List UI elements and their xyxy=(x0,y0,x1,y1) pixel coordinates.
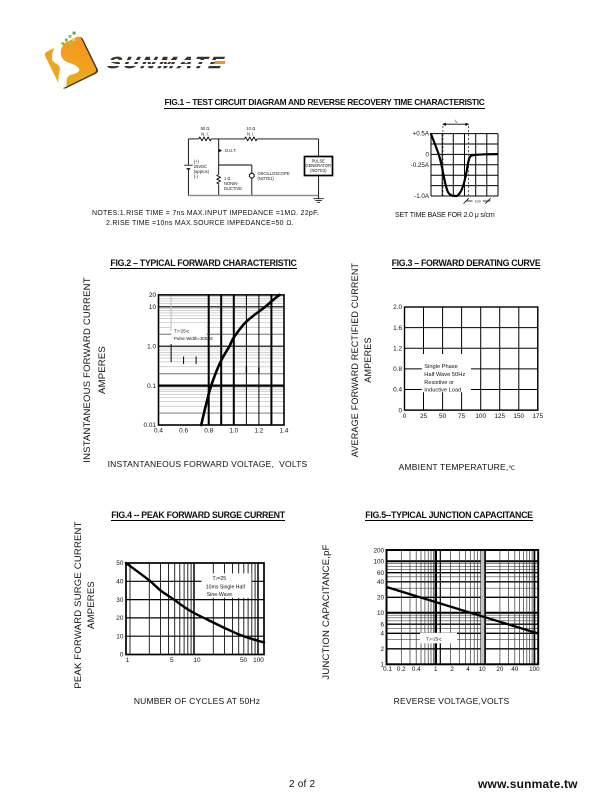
svg-text:0: 0 xyxy=(426,152,430,159)
svg-text:(approx): (approx) xyxy=(194,169,210,174)
svg-text:200: 200 xyxy=(373,548,384,555)
svg-text:125: 125 xyxy=(494,413,505,420)
svg-text:0: 0 xyxy=(398,407,402,414)
svg-text:DUCTIVE: DUCTIVE xyxy=(224,186,242,191)
svg-text:(-): (-) xyxy=(194,174,199,179)
svg-text:100: 100 xyxy=(253,657,264,664)
svg-text:1cm: 1cm xyxy=(475,200,481,204)
svg-text:(+): (+) xyxy=(194,159,200,164)
svg-text:Resistive or: Resistive or xyxy=(424,380,454,386)
svg-text:0.1: 0.1 xyxy=(147,383,156,390)
svg-text:50 Ω: 50 Ω xyxy=(201,126,210,131)
svg-text:-1.0A: -1.0A xyxy=(414,193,430,200)
svg-text:30: 30 xyxy=(116,597,124,604)
svg-text:60: 60 xyxy=(377,570,385,577)
svg-text:1: 1 xyxy=(126,657,130,664)
svg-text:1: 1 xyxy=(434,666,438,673)
svg-text:Pulse Width=300μS: Pulse Width=300μS xyxy=(174,336,213,341)
svg-text:4: 4 xyxy=(380,631,384,638)
svg-text:0.6: 0.6 xyxy=(179,427,188,434)
svg-text:0.8: 0.8 xyxy=(204,427,213,434)
svg-text:175: 175 xyxy=(532,413,543,420)
svg-text:(NOTE2): (NOTE2) xyxy=(310,168,327,173)
svg-text:25VDC: 25VDC xyxy=(194,164,207,169)
svg-text:150: 150 xyxy=(513,413,524,420)
svg-text:trr: trr xyxy=(455,119,458,124)
svg-text:10: 10 xyxy=(479,666,487,673)
svg-text:75: 75 xyxy=(458,413,466,420)
svg-text:0.8: 0.8 xyxy=(393,366,402,373)
svg-text:NONIN-: NONIN- xyxy=(224,181,239,186)
svg-text:4: 4 xyxy=(466,666,470,673)
svg-text:TJ=25: TJ=25 xyxy=(213,576,227,582)
svg-text:0.4: 0.4 xyxy=(154,427,163,434)
svg-text:0.4: 0.4 xyxy=(412,666,421,673)
svg-text:1.2: 1.2 xyxy=(393,345,402,352)
svg-text:10: 10 xyxy=(149,304,157,311)
svg-text:0: 0 xyxy=(120,652,124,659)
svg-text:1.6: 1.6 xyxy=(393,325,402,332)
svg-text:Sine-Wave: Sine-Wave xyxy=(207,592,232,598)
svg-text:10: 10 xyxy=(116,633,124,640)
svg-text:(NOTE1): (NOTE1) xyxy=(258,176,275,181)
svg-text:100: 100 xyxy=(529,666,540,673)
svg-text:50: 50 xyxy=(116,560,124,567)
svg-text:100: 100 xyxy=(373,559,384,566)
svg-text:TJ=25℃: TJ=25℃ xyxy=(426,636,442,641)
svg-text:N. I.: N. I. xyxy=(247,131,255,136)
svg-text:20: 20 xyxy=(377,595,385,602)
svg-text:10: 10 xyxy=(377,610,385,617)
svg-text:0.1: 0.1 xyxy=(383,666,392,673)
svg-text:GENERATOR: GENERATOR xyxy=(306,163,332,168)
svg-text:1: 1 xyxy=(380,662,384,669)
svg-text:1.0: 1.0 xyxy=(147,343,156,350)
svg-text:25: 25 xyxy=(420,413,428,420)
svg-text:2.0: 2.0 xyxy=(393,304,402,311)
svg-text:PULSE: PULSE xyxy=(312,158,326,163)
svg-text:40: 40 xyxy=(377,579,385,586)
svg-text:+0.5A: +0.5A xyxy=(413,131,430,138)
svg-text:10ms Single Half: 10ms Single Half xyxy=(206,585,246,591)
svg-text:Single Phase: Single Phase xyxy=(424,364,458,370)
svg-text:0.4: 0.4 xyxy=(393,387,402,394)
svg-text:40: 40 xyxy=(116,579,124,586)
svg-text:20: 20 xyxy=(149,292,157,299)
svg-text:20: 20 xyxy=(116,615,124,622)
svg-text:50: 50 xyxy=(240,657,248,664)
svg-text:1.4: 1.4 xyxy=(280,427,289,434)
svg-text:5: 5 xyxy=(170,657,174,664)
svg-text:1.2: 1.2 xyxy=(254,427,263,434)
svg-text:0.01: 0.01 xyxy=(144,422,157,429)
svg-text:6: 6 xyxy=(380,621,384,628)
svg-text:100: 100 xyxy=(475,413,486,420)
svg-text:Inductive Load: Inductive Load xyxy=(424,387,461,393)
svg-text:0.2: 0.2 xyxy=(397,666,406,673)
svg-text:1 Ω: 1 Ω xyxy=(224,176,230,181)
svg-text:0: 0 xyxy=(403,413,407,420)
svg-text:10 Ω: 10 Ω xyxy=(246,126,255,131)
svg-text:N. I.: N. I. xyxy=(201,131,209,136)
svg-text:2: 2 xyxy=(380,646,384,653)
svg-text:40: 40 xyxy=(511,666,519,673)
svg-text:50: 50 xyxy=(439,413,447,420)
svg-text:20: 20 xyxy=(496,666,504,673)
svg-text:10: 10 xyxy=(193,657,201,664)
svg-text:D.U.T.: D.U.T. xyxy=(225,148,236,153)
svg-text:-0.25A: -0.25A xyxy=(411,162,430,169)
svg-text:Half Wave 50Hz: Half Wave 50Hz xyxy=(424,372,465,378)
svg-text:TJ=25℃: TJ=25℃ xyxy=(174,329,190,334)
svg-text:1.0: 1.0 xyxy=(229,427,238,434)
svg-text:OSCILLOSCOPE: OSCILLOSCOPE xyxy=(258,171,290,176)
svg-text:2: 2 xyxy=(450,666,454,673)
